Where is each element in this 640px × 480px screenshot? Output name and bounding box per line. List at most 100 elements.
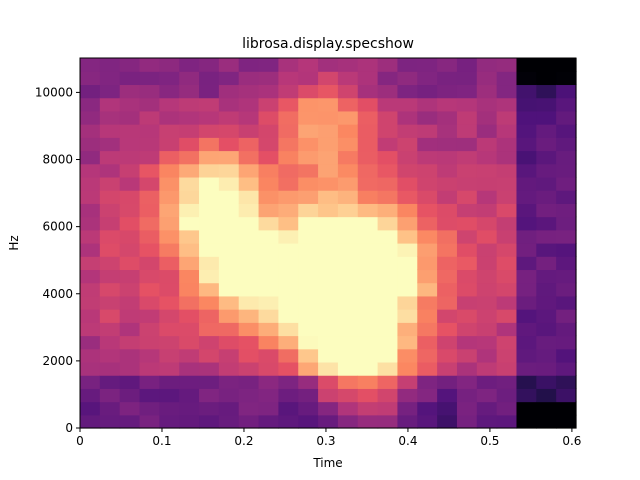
spectrogram-cell bbox=[139, 150, 160, 165]
spectrogram-cell bbox=[456, 97, 478, 112]
spectrogram-cell bbox=[139, 71, 160, 86]
spectrogram-cell bbox=[337, 414, 359, 429]
spectrogram-cell bbox=[357, 58, 379, 72]
spectrogram-cell bbox=[119, 176, 141, 191]
spectrogram-cell bbox=[456, 269, 478, 284]
spectrogram-cell bbox=[159, 348, 180, 363]
spectrogram-cell bbox=[99, 190, 121, 204]
spectrogram-cell bbox=[278, 71, 299, 86]
spectrogram-cell bbox=[298, 137, 319, 152]
spectrogram-cell bbox=[397, 110, 418, 125]
spectrogram-cell bbox=[516, 190, 537, 204]
spectrogram-cell bbox=[238, 150, 260, 165]
spectrogram-cell bbox=[318, 84, 339, 99]
spectrogram-cell bbox=[80, 84, 101, 99]
spectrogram-cell bbox=[238, 388, 260, 403]
spectrogram-cell bbox=[298, 58, 319, 72]
spectrogram-cell bbox=[80, 124, 101, 138]
spectrogram-cell bbox=[179, 401, 200, 416]
spectrogram-cell bbox=[80, 256, 101, 271]
spectrogram-cell bbox=[99, 335, 121, 350]
spectrogram-cell bbox=[238, 163, 260, 178]
spectrogram-cell bbox=[179, 295, 200, 310]
spectrogram-cell bbox=[516, 84, 537, 99]
spectrogram-cell bbox=[536, 256, 557, 271]
spectrogram-cell bbox=[139, 243, 160, 257]
spectrogram-cell bbox=[437, 401, 458, 416]
spectrogram-cell bbox=[238, 203, 260, 218]
spectrogram-cell bbox=[298, 256, 319, 271]
spectrogram-cell bbox=[456, 150, 478, 165]
spectrogram-cell bbox=[516, 282, 537, 297]
spectrogram-cell bbox=[80, 282, 101, 297]
spectrogram-cell bbox=[417, 71, 438, 86]
spectrogram-cell bbox=[377, 229, 399, 244]
spectrogram-cell bbox=[556, 71, 577, 86]
spectrogram-cell bbox=[397, 137, 418, 152]
spectrogram-cell bbox=[496, 401, 518, 416]
spectrogram-cell bbox=[516, 203, 537, 218]
spectrogram-cell bbox=[139, 335, 160, 350]
spectrogram-cell bbox=[238, 243, 260, 257]
spectrogram-cell bbox=[99, 97, 121, 112]
spectrogram-cell bbox=[179, 348, 200, 363]
spectrogram-cell bbox=[337, 361, 359, 376]
spectrogram-cell bbox=[218, 256, 240, 271]
spectrogram-cell bbox=[99, 269, 121, 284]
x-tick-label: 0.2 bbox=[234, 434, 253, 448]
spectrogram-cell bbox=[159, 71, 180, 86]
spectrogram-cell bbox=[556, 176, 577, 191]
spectrogram-cell bbox=[516, 97, 537, 112]
spectrogram-cell bbox=[218, 71, 240, 86]
spectrogram-cell bbox=[80, 414, 101, 429]
spectrogram-cell bbox=[397, 190, 418, 204]
spectrogram-cell bbox=[476, 309, 498, 323]
spectrogram-cell bbox=[318, 97, 339, 112]
spectrogram-cell bbox=[357, 269, 379, 284]
spectrogram-cell bbox=[496, 388, 518, 403]
spectrogram-cell bbox=[218, 58, 240, 72]
spectrogram-cell bbox=[397, 58, 418, 72]
spectrogram-cell bbox=[516, 229, 537, 244]
spectrogram-cell bbox=[238, 58, 260, 72]
y-tick-label: 10000 bbox=[35, 85, 73, 99]
spectrogram-cell bbox=[318, 203, 339, 218]
y-tick-label: 0 bbox=[65, 421, 73, 435]
spectrogram-cell bbox=[556, 388, 577, 403]
spectrogram-cell bbox=[199, 282, 220, 297]
spectrogram-cell bbox=[99, 295, 121, 310]
spectrogram-cell bbox=[199, 84, 220, 99]
spectrogram-cell bbox=[278, 229, 299, 244]
spectrogram-cell bbox=[456, 401, 478, 416]
spectrogram-cell bbox=[437, 176, 458, 191]
spectrogram-cell bbox=[397, 243, 418, 257]
spectrogram-cell bbox=[278, 137, 299, 152]
spectrogram-cell bbox=[536, 84, 557, 99]
spectrogram-cell bbox=[417, 322, 438, 337]
spectrogram-cell bbox=[318, 124, 339, 138]
spectrogram-cell bbox=[556, 216, 577, 231]
spectrogram-cell bbox=[318, 216, 339, 231]
spectrogram-cell bbox=[199, 190, 220, 204]
spectrogram-cell bbox=[99, 150, 121, 165]
spectrogram-cell bbox=[99, 322, 121, 337]
spectrogram-cell bbox=[119, 203, 141, 218]
spectrogram-cell bbox=[417, 229, 438, 244]
spectrogram-cell bbox=[516, 401, 537, 416]
spectrogram-cell bbox=[99, 58, 121, 72]
spectrogram-cell bbox=[99, 256, 121, 271]
spectrogram-cell bbox=[377, 97, 399, 112]
y-tick-label: 8000 bbox=[42, 153, 73, 167]
spectrogram-cell bbox=[179, 414, 200, 429]
spectrogram-cell bbox=[516, 58, 537, 72]
spectrogram-cell bbox=[80, 388, 101, 403]
spectrogram-cell bbox=[80, 269, 101, 284]
spectrogram-cell bbox=[437, 71, 458, 86]
spectrogram-cell bbox=[536, 190, 557, 204]
spectrogram-cell bbox=[377, 203, 399, 218]
spectrogram-cell bbox=[278, 282, 299, 297]
spectrogram-cell bbox=[417, 150, 438, 165]
spectrogram-cell bbox=[179, 97, 200, 112]
spectrogram-cell bbox=[238, 348, 260, 363]
spectrogram-cell bbox=[417, 163, 438, 178]
